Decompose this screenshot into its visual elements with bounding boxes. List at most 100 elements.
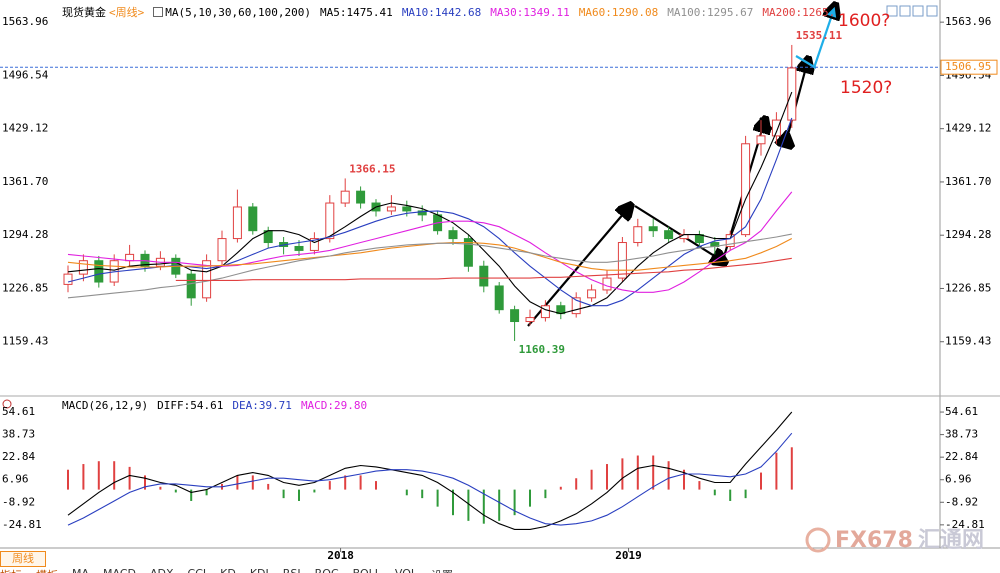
watermark-name: 汇通网 — [918, 528, 984, 553]
window-icons — [886, 5, 938, 17]
y-tick-label: 22.84 — [945, 450, 978, 463]
candle-body — [186, 273, 196, 299]
candle-body — [217, 238, 227, 262]
y-tick-label: -24.81 — [2, 518, 42, 531]
arrow — [634, 205, 724, 262]
ma-label: MA(5,10,30,60,100,200) — [165, 5, 311, 19]
period: <周线> — [109, 6, 145, 19]
y-tick-label: 1563.96 — [2, 15, 48, 28]
panel-icon[interactable] — [2, 399, 12, 409]
toolbar-item[interactable]: CCI — [188, 567, 207, 573]
candle-body — [356, 190, 366, 204]
candle-body — [463, 238, 473, 267]
period-tab[interactable]: 周线 — [0, 551, 46, 567]
legend-entry: MA60:1290.08 — [578, 5, 659, 19]
toolbar-item[interactable]: 模板 — [36, 567, 58, 573]
y-tick-label: 1361.70 — [945, 175, 991, 188]
candle-body — [448, 230, 458, 240]
y-tick-label: 54.61 — [945, 405, 978, 418]
candle-body — [232, 206, 242, 240]
legend-entry: MA5:1475.41 — [319, 5, 393, 19]
candle-body — [386, 206, 396, 212]
extreme-label: 1366.15 — [349, 162, 395, 175]
candle-body — [540, 305, 550, 319]
x-tick-label: 2018 — [327, 549, 354, 562]
toolbar-item[interactable]: ADX — [150, 567, 174, 573]
icon[interactable] — [899, 5, 911, 17]
icon[interactable] — [912, 5, 924, 17]
candle-body — [741, 143, 751, 236]
legend-entry: MA100:1295.67 — [667, 5, 754, 19]
y-tick-label: 1361.70 — [2, 175, 48, 188]
toolbar-row: 指标 模板 MA MACD ADX CCI KD KDJ RSI ROC BOLL VOL 设置 — [0, 567, 453, 573]
y-tick-label: 1496.54 — [2, 68, 49, 81]
legend-entry: MA10:1442.68 — [401, 5, 482, 19]
y-tick-label: 1429.12 — [2, 122, 48, 135]
toolbar-item[interactable]: KDJ — [250, 567, 269, 573]
y-tick-label: 1159.43 — [2, 335, 48, 348]
candle-body — [63, 273, 73, 285]
macd-title: MACD(26,12,9) — [62, 399, 149, 412]
ma-icon[interactable] — [153, 7, 164, 17]
watermark-brand: FX678 — [835, 528, 913, 553]
candle-body — [125, 253, 135, 262]
watermark-logo — [805, 527, 831, 553]
icon[interactable] — [886, 5, 898, 17]
y-tick-label: 38.73 — [945, 428, 978, 441]
candle-body — [402, 206, 412, 212]
y-tick-label: 22.84 — [2, 450, 35, 463]
y-tick-label: 6.96 — [2, 473, 29, 486]
y-tick-label: 1294.28 — [945, 228, 991, 241]
arrow — [784, 60, 808, 143]
extreme-label: 1535.11 — [796, 29, 843, 42]
candle-body — [510, 309, 520, 323]
annotation: 1520? — [840, 78, 892, 98]
toolbar-item[interactable]: MACD — [103, 567, 136, 573]
legend-entry: MA200:1265. — [762, 5, 836, 19]
price-label-box — [940, 59, 998, 75]
y-tick-label: 1226.85 — [945, 281, 991, 294]
toolbar-item[interactable]: VOL — [395, 567, 417, 573]
legend: 现货黄金 <周线> MA(5,10,30,60,100,200) MA5:147… — [62, 4, 835, 20]
candle-body — [202, 260, 212, 299]
toolbar-item[interactable]: KD — [220, 567, 236, 573]
toolbar-item[interactable]: 指标 — [0, 567, 22, 573]
candle-body — [633, 226, 643, 244]
annotation: 1600? — [838, 11, 890, 31]
y-tick-label: -8.92 — [945, 495, 978, 508]
y-tick-label: 38.73 — [2, 428, 35, 441]
toolbar-item[interactable]: ROC — [315, 567, 339, 573]
y-tick-label: 6.96 — [945, 473, 972, 486]
y-tick-label: 1563.96 — [945, 15, 991, 28]
y-tick-label: -24.81 — [945, 518, 985, 531]
candle-body — [294, 245, 304, 251]
toolbar-item[interactable]: BOLL — [353, 567, 381, 573]
legend-entry: MACD:29.80 — [300, 399, 368, 412]
y-tick-label: 1159.43 — [945, 335, 991, 348]
legend-entry: MA30:1349.11 — [490, 5, 570, 19]
toolbar-item[interactable]: RSI — [283, 567, 301, 573]
ma-line — [175, 257, 792, 281]
y-tick-label: 54.61 — [2, 405, 35, 418]
y-tick-label: 1226.85 — [2, 281, 48, 294]
legend-entry: DIFF:54.61 — [157, 399, 224, 412]
candle-body — [78, 260, 88, 275]
ma-line — [67, 233, 792, 299]
icon[interactable] — [926, 5, 938, 17]
macd-legend: MACD(26,12,9) DIFF:54.61 DEA:39.71 MACD:29… — [62, 399, 367, 412]
candle-body — [602, 277, 612, 291]
instrument: 现货黄金 — [62, 6, 106, 19]
candle-body — [525, 317, 535, 323]
macd-line — [67, 411, 793, 530]
candle-body — [309, 238, 319, 251]
candle-body — [248, 206, 258, 232]
candle-body — [725, 234, 735, 247]
toolbar-item[interactable]: MA — [72, 567, 89, 573]
candle-body — [494, 285, 504, 311]
candle-body — [664, 230, 674, 240]
toolbar-item[interactable]: 设置 — [431, 567, 453, 573]
macd-line — [67, 432, 793, 526]
candle-body — [648, 226, 658, 232]
candle-body — [787, 67, 797, 121]
